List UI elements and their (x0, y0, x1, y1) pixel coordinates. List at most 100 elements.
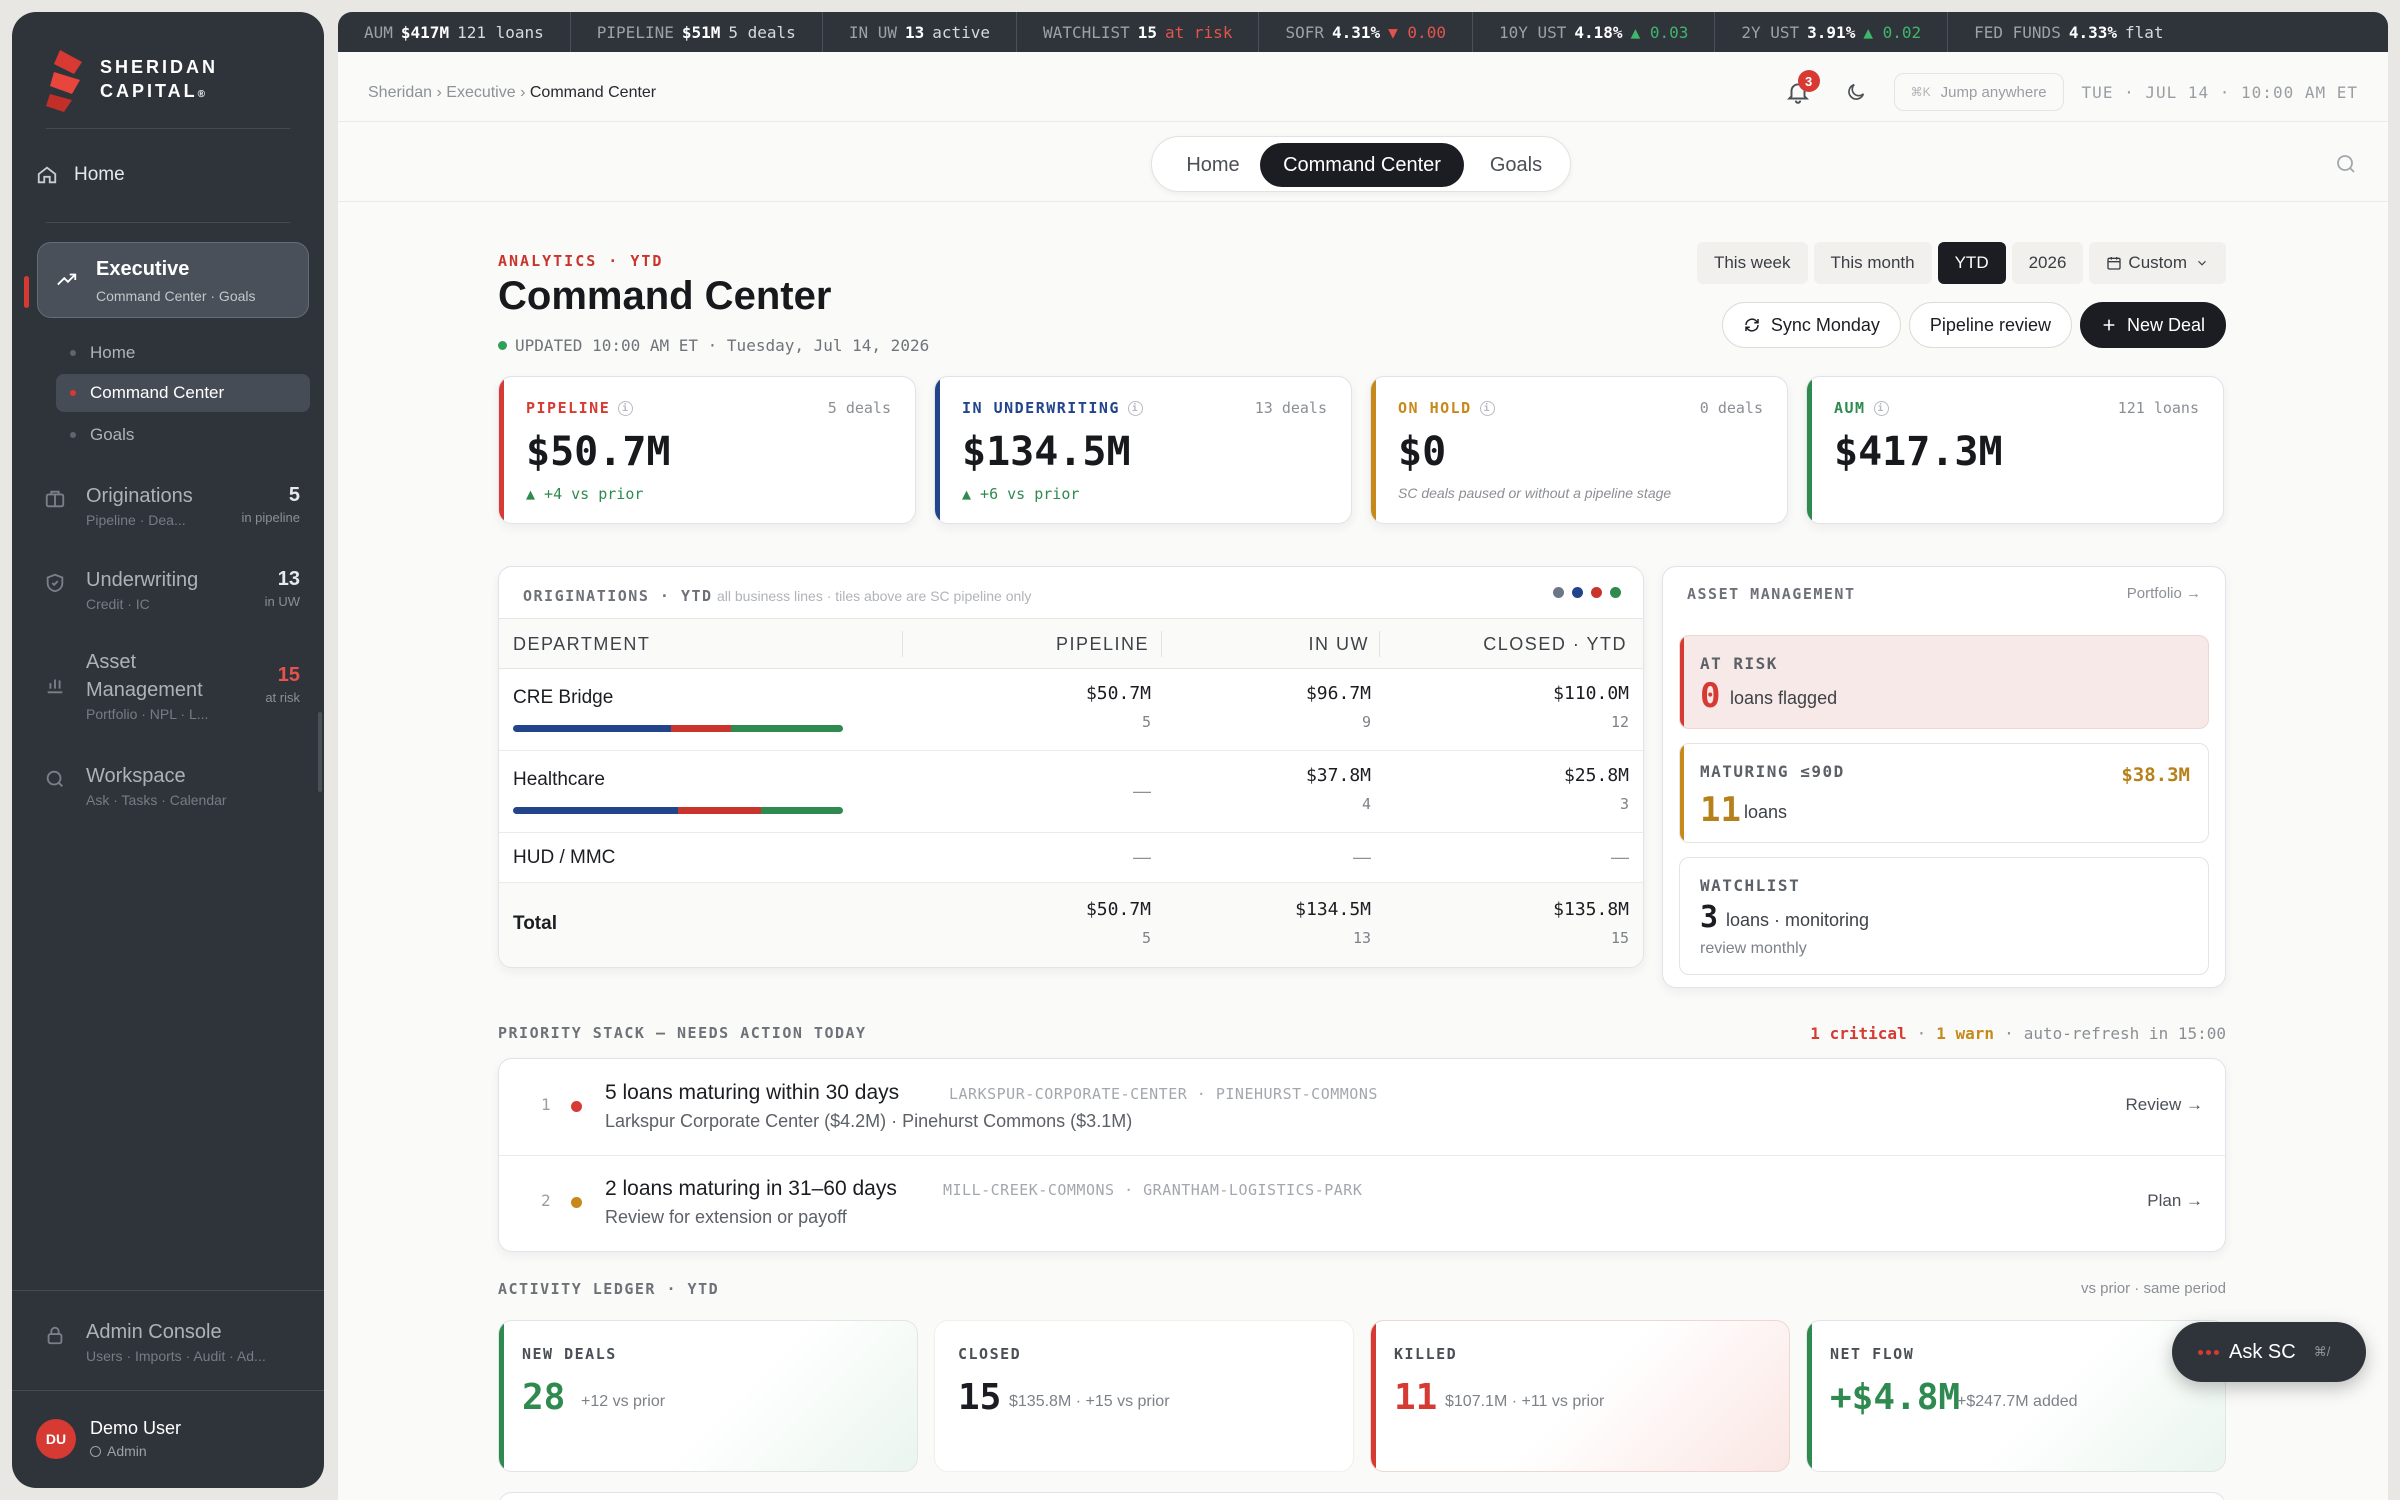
jump-anywhere-button[interactable]: ⌘K Jump anywhere (1893, 73, 2064, 111)
kpi-card-on-hold[interactable]: ON HOLD i 0 deals $0 SC deals paused or w… (1370, 376, 1788, 524)
portfolio-link[interactable]: Portfolio → (2126, 585, 2201, 602)
sidebar-item-home[interactable]: Home (36, 164, 125, 186)
sidebar-item-count-label: in pipeline (241, 510, 300, 525)
sidebar-item-label: Asset Management (86, 648, 203, 704)
info-icon[interactable]: i (618, 400, 634, 416)
at-risk-card[interactable]: AT RISK 0 loans flagged (1679, 635, 2209, 729)
card-label: AT RISK (1700, 654, 1778, 673)
total-label: Total (513, 913, 557, 934)
ledger-card-killed[interactable]: KILLED 11 $107.1M · +11 vs prior (1370, 1320, 1790, 1472)
card-text: loans (1744, 802, 1788, 822)
warn-count: 1 warn (1936, 1024, 1995, 1043)
sidebar-subitem-home[interactable]: Home (56, 334, 310, 372)
bar-segment (760, 807, 843, 814)
ask-sc-button[interactable]: Ask SC ⌘/ (2172, 1322, 2366, 1382)
ledger-card-closed[interactable]: CLOSED 15 $135.8M · +15 vs prior (934, 1320, 1354, 1472)
priority-tags: LARKSPUR-CORPORATE-CENTER · PINEHURST-CO… (949, 1085, 1378, 1103)
brand-logo[interactable]: SHERIDAN CAPITAL® (46, 50, 218, 112)
column-header[interactable]: IN UW (1308, 634, 1369, 654)
table-row[interactable]: Healthcare — $37.8M 4 $25.8M 3 (499, 751, 1643, 833)
sidebar-subitem-command-center[interactable]: Command Center (56, 374, 310, 412)
brand-line2: CAPITAL (100, 81, 198, 101)
priority-item[interactable]: 1 5 loans maturing within 30 days LARKSP… (499, 1059, 2227, 1155)
card-value: 15 (958, 1377, 1002, 1418)
sidebar-item-asset-management[interactable]: Asset Management Portfolio · NPL · L... 1… (36, 648, 308, 728)
card-note: review monthly (1700, 940, 1807, 957)
kpi-card-aum[interactable]: AUM i 121 loans $417.3M (1806, 376, 2224, 524)
critical-count: 1 critical (1810, 1024, 1907, 1043)
info-icon[interactable]: i (1873, 400, 1889, 416)
tab-command-center[interactable]: Command Center (1260, 143, 1464, 187)
watchlist-card[interactable]: WATCHLIST 3 loans · monitoring review mo… (1679, 857, 2209, 975)
next-panel (498, 1492, 2226, 1500)
table-row[interactable]: CRE Bridge $50.7M 5 $96.7M 9 $110.0M 12 (499, 669, 1643, 751)
priority-item[interactable]: 2 2 loans maturing in 31–60 days MILL-CR… (499, 1155, 2227, 1251)
sidebar-item-sub: Credit · IC (86, 596, 150, 612)
sidebar-item-underwriting[interactable]: Underwriting Credit · IC 13 in UW (36, 566, 308, 626)
period-this-week[interactable]: This week (1696, 242, 1808, 284)
sidebar-item-admin-console[interactable]: Admin Console Users · Imports · Audit · … (36, 1318, 308, 1378)
kpi-card-pipeline[interactable]: PIPELINE i 5 deals $50.7M ▲ +4 vs prior (498, 376, 916, 524)
sidebar-subitem-label: Command Center (90, 383, 225, 402)
sidebar-subitem-goals[interactable]: Goals (56, 416, 310, 454)
updated-status: UPDATED 10:00 AM ET · Tuesday, Jul 14, 2… (498, 336, 929, 355)
period-custom[interactable]: Custom (2089, 242, 2226, 284)
card-accent (1680, 744, 1684, 842)
divider (499, 1155, 2225, 1156)
notifications-button[interactable]: 3 (1778, 70, 1820, 112)
ticker-extra: 5 deals (728, 22, 796, 42)
cell-pipeline: $50.7M (1085, 899, 1151, 920)
ticker-label: AUM (364, 22, 393, 42)
button-label: Sync Monday (1770, 314, 1880, 335)
table-row[interactable]: HUD / MMC — — — (499, 833, 1643, 883)
breadcrumb-item[interactable]: Sheridan (368, 84, 433, 101)
kpi-card-in-underwriting[interactable]: IN UNDERWRITING i 13 deals $134.5M ▲ +6 v… (934, 376, 1352, 524)
user-menu[interactable]: DU Demo User Admin (36, 1418, 181, 1459)
new-deal-button[interactable]: New Deal (2079, 302, 2226, 348)
period-ytd[interactable]: YTD (1937, 242, 2006, 284)
ticker-label: FED FUNDS (1974, 22, 2061, 42)
theme-toggle-button[interactable] (1836, 72, 1876, 112)
review-link[interactable]: Review → (2125, 1095, 2203, 1114)
sync-monday-button[interactable]: Sync Monday (1721, 302, 1901, 348)
priority-headline: 2 loans maturing in 31–60 days (605, 1177, 897, 1200)
sidebar-item-label: Executive (96, 258, 190, 280)
sidebar-item-originations[interactable]: Originations Pipeline · Dea... 5 in pipe… (36, 482, 308, 542)
shortcut-hint: ⌘/ (2313, 1344, 2331, 1359)
info-icon[interactable]: i (1479, 400, 1495, 416)
tab-home[interactable]: Home (1186, 153, 1240, 176)
pipeline-review-button[interactable]: Pipeline review (1908, 302, 2072, 348)
cell-closed-count: 12 (1610, 713, 1629, 731)
period-2026[interactable]: 2026 (2011, 242, 2084, 284)
pipeline-mix-bar (513, 807, 843, 814)
card-accent (1807, 1321, 1812, 1471)
ledger-card-new-deals[interactable]: NEW DEALS 28 +12 vs prior (498, 1320, 918, 1472)
pipeline-mix-bar (513, 725, 843, 732)
bullet-icon (70, 390, 76, 396)
search-button[interactable] (2334, 152, 2358, 181)
sidebar-scrollbar[interactable] (318, 712, 322, 792)
column-header[interactable]: CLOSED · YTD (1483, 634, 1627, 654)
sidebar-item-workspace[interactable]: Workspace Ask · Tasks · Calendar (36, 762, 308, 822)
maturing-card[interactable]: MATURING ≤90D $38.3M 11 loans (1679, 743, 2209, 843)
originations-panel: ORIGINATIONS · YTD all business lines · … (498, 566, 1644, 968)
sidebar-item-count-label: at risk (265, 690, 300, 705)
top-bar: Sheridan › Executive › Command Center 3 … (338, 52, 2388, 122)
logo-mark-icon (46, 50, 82, 112)
ledger-card-net-flow[interactable]: NET FLOW +$4.8M +$247.7M added (1806, 1320, 2226, 1472)
column-header[interactable]: PIPELINE (1055, 634, 1149, 654)
ticker-sofr: SOFR 4.31% ▼ 0.00 (1259, 12, 1473, 52)
info-icon[interactable]: i (1127, 400, 1143, 416)
tab-goals[interactable]: Goals (1489, 153, 1543, 176)
calendar-icon (2107, 257, 2122, 270)
plan-link[interactable]: Plan → (2147, 1191, 2203, 1210)
sidebar-subitem-label: Home (90, 343, 136, 362)
sidebar-item-executive[interactable]: Executive Command Center · Goals (37, 242, 309, 318)
ticker-value: 4.33% (2068, 22, 2117, 42)
card-amount: $38.3M (2121, 764, 2190, 786)
breadcrumb-item[interactable]: Executive (446, 84, 516, 101)
bar-segment (513, 807, 678, 814)
column-header[interactable]: DEPARTMENT (513, 634, 651, 654)
period-this-month[interactable]: This month (1813, 242, 1932, 284)
panel-title: ASSET MANAGEMENT (1687, 585, 1856, 603)
